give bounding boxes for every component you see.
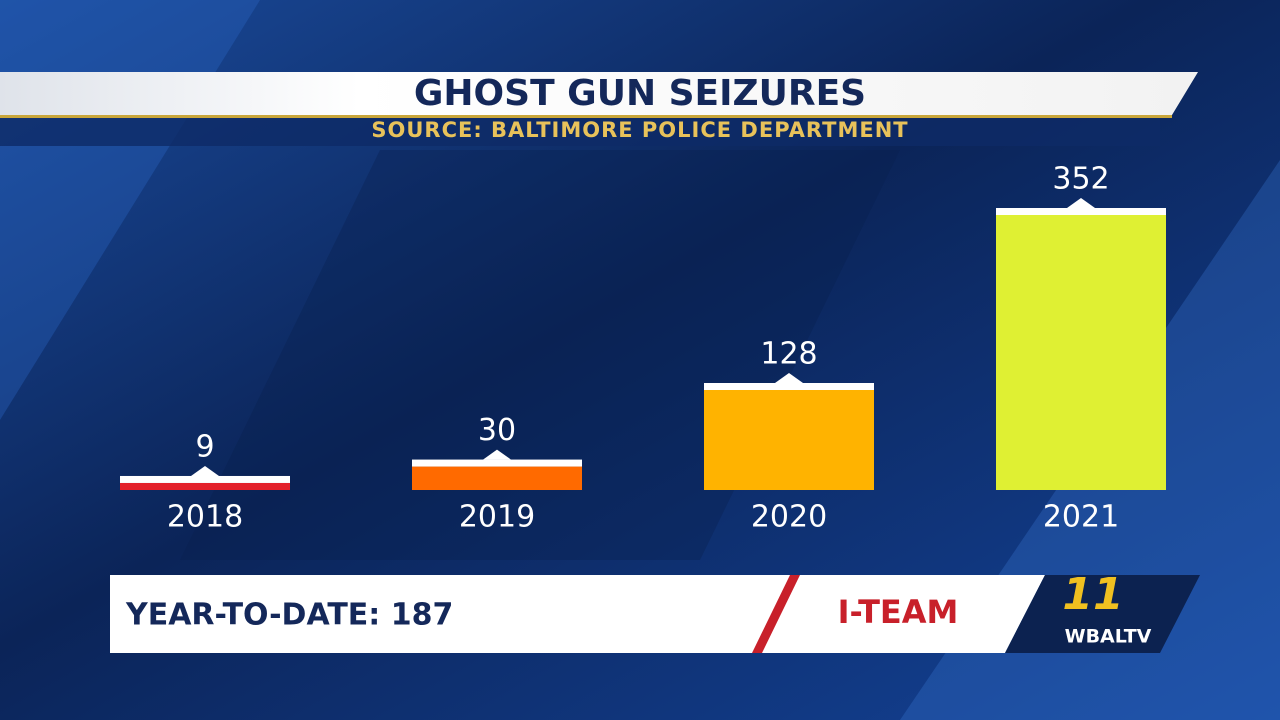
logo-station: WBALTV (1065, 626, 1152, 648)
logo-number: 11 (1062, 569, 1123, 620)
bars: 9 2018 30 2019 128 2020 352 2021 (120, 162, 1166, 535)
bar (412, 466, 582, 490)
bar-notch (191, 465, 219, 476)
value-label: 9 (195, 429, 214, 464)
value-label: 128 (760, 337, 817, 372)
chart-title: GHOST GUN SEIZURES (414, 73, 866, 114)
bar (120, 482, 290, 490)
chart-subtitle: SOURCE: BALTIMORE POLICE DEPARTMENT (371, 118, 908, 142)
bar-cap (996, 208, 1166, 215)
title-banner (0, 72, 1198, 115)
bar-cap (704, 383, 874, 390)
bar (996, 215, 1166, 490)
bar-cap (412, 459, 582, 467)
banner-tag: I-TEAM (838, 593, 959, 631)
bar (704, 390, 874, 490)
banner-text: YEAR-TO-DATE: 187 (125, 598, 453, 633)
bar-notch (1067, 198, 1095, 208)
banner-stripe (752, 575, 800, 653)
x-tick-label: 2020 (751, 500, 827, 535)
x-tick-label: 2021 (1043, 500, 1119, 535)
banner-box (110, 575, 1045, 653)
bar-notch (775, 373, 803, 383)
subtitle-band (0, 118, 1160, 146)
value-label: 352 (1052, 162, 1109, 197)
logo-box (1005, 575, 1200, 653)
x-tick-label: 2018 (167, 500, 243, 535)
bar-cap (120, 475, 290, 483)
bar-notch (483, 449, 511, 460)
x-tick-label: 2019 (459, 500, 535, 535)
title-rule (0, 115, 1172, 118)
value-label: 30 (478, 413, 516, 448)
